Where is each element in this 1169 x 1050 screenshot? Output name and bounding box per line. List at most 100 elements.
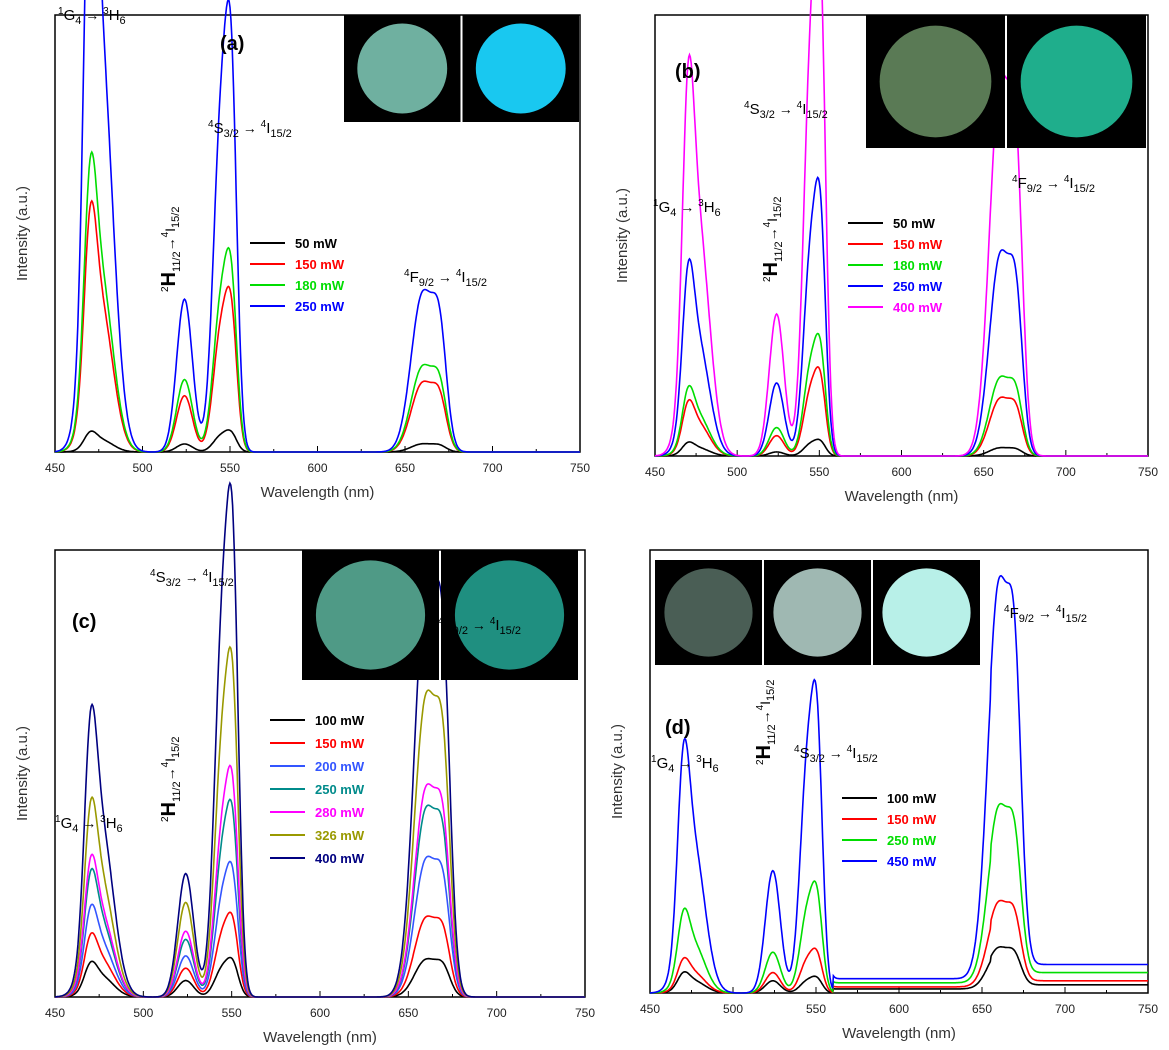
subscript: 3/2 [166,577,181,589]
term-symbol: F [1010,605,1019,622]
x-tick-label: 650 [972,1002,992,1016]
term-symbol: G [64,7,76,24]
legend-entry: 150 mW [887,812,937,827]
legend-entry: 250 mW [295,299,345,314]
x-tick-label: 700 [1055,1002,1075,1016]
x-tick-label: 600 [310,1006,330,1020]
series-line [655,334,1148,457]
subscript: 11/2 [773,241,785,262]
legend-entry: 50 mW [295,236,338,251]
x-tick-label: 650 [398,1006,418,1020]
term-symbol: F [1018,175,1027,192]
panel-d: 450 500 550 600 650 700 750 Wavelength (nm) Inte… [609,550,1158,1042]
emission-spot [455,560,564,669]
transition-label: 2H11/2→4I15/2 [753,680,778,765]
panel-label: (d) [665,717,691,739]
emission-spot [316,560,425,669]
subscript: 9/2 [1027,183,1042,195]
x-axis-label: Wavelength (nm) [842,1025,956,1042]
transition-label: 4S3/2 → 4I15/2 [744,100,828,121]
subscript: 15/2 [212,577,233,589]
transition-label-text: 2H11/2→4I15/2 [158,737,183,822]
y-axis-label: Intensity (a.u.) [614,188,631,283]
subscript: 9/2 [1019,613,1034,625]
subscript: 15/2 [170,737,182,758]
emission-spot [664,568,752,656]
x-tick-label: 500 [727,465,747,479]
subscript: 15/2 [856,753,877,765]
emission-spot [880,26,992,138]
arrow: → [181,569,203,585]
emission-spot [882,568,970,656]
transition-label-text: 2H11/2→4I15/2 [760,197,785,282]
y-axis-label: Intensity (a.u.) [609,724,626,819]
series-line [655,367,1148,456]
series-line [55,766,585,998]
x-axis-label: Wavelength (nm) [261,484,375,501]
x-tick-label: 650 [395,461,415,475]
x-tick-label: 500 [132,461,152,475]
transition-label: 4S3/2 → 4I15/2 [208,119,292,140]
x-tick-label: 600 [307,461,327,475]
legend-entry: 400 mW [315,851,365,866]
x-tick-label: 450 [45,461,65,475]
x-tick-label: 750 [575,1006,595,1020]
x-tick-label: 550 [806,1002,826,1016]
transition-label: 2H11/2→4I15/2 [158,207,183,292]
subscript: 11/2 [171,251,183,272]
emission-spot [773,568,861,656]
x-tick-label: 650 [974,465,994,479]
legend-entry: 280 mW [315,805,365,820]
x-tick-label: 550 [222,1006,242,1020]
transition-label: 1G4 → 3H6 [58,6,126,27]
subscript: 3/2 [760,109,775,121]
arrow: → [1042,175,1064,191]
legend-entry: 400 mW [893,300,943,315]
legend-entry: 180 mW [295,278,345,293]
arrow: → [764,227,780,241]
arrow: → [434,269,456,285]
transition-label: 4S3/2 → 4I15/2 [794,744,878,765]
arrow: → [674,755,696,771]
term-symbol: H [158,272,180,286]
subscript: 15/2 [270,128,291,140]
legend-entry: 100 mW [315,713,365,728]
legend-entry: 100 mW [887,791,937,806]
y-axis-label: Intensity (a.u.) [14,726,31,821]
term-symbol: S [750,101,760,118]
arrow: → [1034,605,1056,621]
panel-a: 450 500 550 600 650 700 750Wavelength (nm)Inte… [14,0,590,501]
term-symbol: H [760,262,782,276]
x-tick-label: 750 [1138,1002,1158,1016]
transition-label-text: 2H11/2→4I15/2 [158,207,183,292]
term-symbol: H [753,745,775,759]
term-symbol: G [61,815,73,832]
legend-entry: 250 mW [315,782,365,797]
x-tick-label: 600 [889,1002,909,1016]
subscript: 15/2 [765,680,777,701]
emission-spot [1021,26,1133,138]
emission-spot [476,24,566,114]
arrow: → [775,101,797,117]
arrow: → [239,120,261,136]
subscript: 9/2 [453,625,468,637]
subscript: 15/2 [1074,183,1095,195]
term-symbol: H [109,7,120,24]
panel-b: 450 500 550 600 650 700 750Wavelength (nm)Inte… [614,0,1158,505]
subscript: 6 [120,15,126,27]
series-line [55,912,585,997]
arrow: → [468,617,490,633]
panel-label: (b) [675,61,701,83]
subscript: 15/2 [772,197,784,218]
term-symbol: H [106,815,117,832]
y-axis-label: Intensity (a.u.) [14,186,31,281]
legend-entry: 200 mW [315,759,365,774]
transition-label-text: 2H11/2→4I15/2 [753,680,778,765]
subscript: 9/2 [419,277,434,289]
arrow: → [757,710,773,724]
x-tick-label: 600 [891,465,911,479]
term-symbol: S [214,120,224,137]
x-tick-label: 700 [487,1006,507,1020]
term-symbol: G [657,755,669,772]
emission-spot [357,24,447,114]
